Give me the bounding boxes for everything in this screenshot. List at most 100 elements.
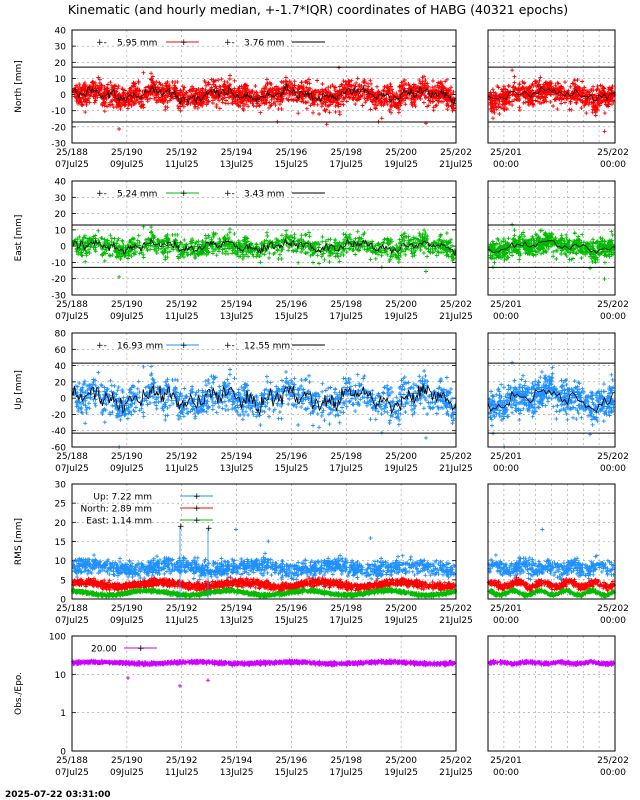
plot-frame-main	[71, 180, 457, 296]
x-tick-label-date: 17Jul25	[329, 768, 363, 778]
zoom-x-tick-label-time: 00:00	[493, 768, 519, 778]
x-tick-label-doy: 25/196	[276, 604, 308, 614]
plot-frame-main	[71, 29, 457, 144]
zoom-x-tick-label-doy: 25/202	[597, 452, 629, 462]
x-tick-label-doy: 25/198	[330, 756, 362, 766]
figure-title: Kinematic (and hourly median, +-1.7*IQR)…	[68, 2, 568, 17]
zoom-x-tick-label-time: 00:00	[600, 312, 626, 322]
x-tick-label-doy: 25/188	[56, 452, 88, 462]
legend-marker: +-	[224, 341, 235, 351]
north-epoch-points-main	[72, 65, 457, 131]
y-tick-label: 0	[60, 91, 66, 101]
y-axis-label: RMS [mm]	[14, 518, 24, 565]
y-tick-label: 15	[55, 538, 66, 548]
y-tick-label: 40	[55, 362, 67, 372]
x-tick-label-date: 09Jul25	[110, 160, 144, 170]
x-tick-label-doy: 25/196	[276, 300, 308, 310]
y-tick-label: 40	[55, 178, 67, 188]
x-tick-label-date: 15Jul25	[275, 768, 309, 778]
x-tick-label-doy: 25/192	[166, 604, 198, 614]
x-tick-label-date: 19Jul25	[384, 312, 418, 322]
x-tick-label-date: 17Jul25	[329, 616, 363, 626]
legend-swatch-marker: +	[180, 189, 188, 199]
x-tick-label-doy: 25/200	[385, 148, 417, 158]
rms-points-zoom	[487, 575, 616, 593]
y-tick-label: 20	[55, 59, 67, 69]
x-tick-label-date: 09Jul25	[110, 768, 144, 778]
legend-entry-rms-0: Up: 7.22 mm	[93, 493, 152, 503]
y-tick-label: 10	[55, 226, 67, 236]
x-tick-label-doy: 25/188	[56, 148, 88, 158]
y-tick-label: 20	[55, 378, 67, 388]
legend-swatch-marker: +	[180, 38, 188, 48]
east-median-line-zoom	[487, 240, 616, 254]
x-tick-label-doy: 25/190	[111, 148, 143, 158]
east-epoch-points	[72, 222, 616, 281]
x-tick-label-date: 21Jul25	[439, 160, 473, 170]
x-tick-label-date: 15Jul25	[275, 616, 309, 626]
x-tick-label-date: 19Jul25	[384, 464, 418, 474]
rms-series-2	[71, 585, 616, 600]
zoom-x-tick-label-time: 00:00	[600, 768, 626, 778]
legend-marker: +-	[96, 38, 107, 48]
x-tick-label-doy: 25/202	[440, 452, 472, 462]
x-tick-label-doy: 25/190	[111, 300, 143, 310]
x-tick-label-date: 07Jul25	[55, 616, 89, 626]
legend-swatch-marker: +	[193, 492, 201, 502]
obs-outlier	[178, 683, 182, 688]
rms-spike-marker: +	[177, 522, 185, 532]
east-epoch-points-main	[72, 224, 457, 279]
panel-east: -30 -20 -10 0 10 20 30 40 25/188 07Jul25 25/190 09J…	[14, 178, 629, 323]
x-tick-label-date: 13Jul25	[220, 464, 254, 474]
y-tick-label: -20	[51, 411, 66, 421]
x-tick-label-date: 11Jul25	[165, 768, 199, 778]
y-tick-label: -40	[51, 427, 66, 437]
plot-frame-zoom	[487, 29, 616, 144]
x-tick-label-date: 11Jul25	[165, 464, 199, 474]
y-tick-label: 10	[55, 75, 67, 85]
legend-entry-east: 5.24 mm	[117, 190, 157, 200]
y-tick-label: 10	[55, 557, 67, 567]
x-tick-label-doy: 25/202	[440, 148, 472, 158]
x-tick-label-doy: 25/194	[221, 604, 253, 614]
plot-frame-main	[71, 332, 457, 448]
x-tick-label-date: 09Jul25	[110, 464, 144, 474]
x-tick-label-doy: 25/200	[385, 452, 417, 462]
y-tick-label: 10	[55, 671, 67, 681]
x-tick-label-date: 07Jul25	[55, 464, 89, 474]
y-axis-label: North [mm]	[14, 60, 24, 113]
x-tick-label-date: 07Jul25	[55, 312, 89, 322]
zoom-x-tick-label-doy: 25/201	[490, 300, 522, 310]
legend-swatch-marker: +	[193, 516, 201, 526]
obs-outlier	[126, 676, 130, 681]
legend-entry-rms-2: East: 1.14 mm	[86, 517, 152, 527]
x-tick-label-date: 13Jul25	[220, 312, 254, 322]
x-tick-label-doy: 25/198	[330, 148, 362, 158]
x-tick-label-doy: 25/196	[276, 148, 308, 158]
y-axis-label: Up [mm]	[14, 370, 24, 410]
zoom-x-tick-label-doy: 25/202	[597, 300, 629, 310]
x-tick-label-doy: 25/194	[221, 300, 253, 310]
x-tick-label-date: 11Jul25	[165, 616, 199, 626]
rms-spike-marker: +	[205, 524, 213, 534]
x-tick-label-date: 13Jul25	[220, 160, 254, 170]
y-tick-label: 40	[55, 27, 67, 37]
east-median-line-main	[71, 237, 457, 257]
up-median-line-zoom	[487, 388, 616, 413]
x-tick-label-date: 19Jul25	[384, 160, 418, 170]
x-tick-label-doy: 25/198	[330, 604, 362, 614]
up-epoch-points-main	[72, 364, 457, 449]
x-tick-label-date: 09Jul25	[110, 312, 144, 322]
y-tick-label: -30	[51, 140, 66, 150]
y-tick-label: 30	[55, 43, 67, 53]
y-tick-label: -20	[51, 275, 66, 285]
zoom-x-tick-label-time: 00:00	[493, 464, 519, 474]
y-tick-label: -10	[51, 107, 66, 117]
zoom-x-tick-label-doy: 25/201	[490, 452, 522, 462]
x-tick-label-doy: 25/194	[221, 452, 253, 462]
rms-points-zoom	[487, 527, 616, 582]
up-epoch-points	[72, 360, 616, 449]
legend-marker: +-	[224, 189, 235, 199]
obs-points-main	[71, 658, 457, 668]
